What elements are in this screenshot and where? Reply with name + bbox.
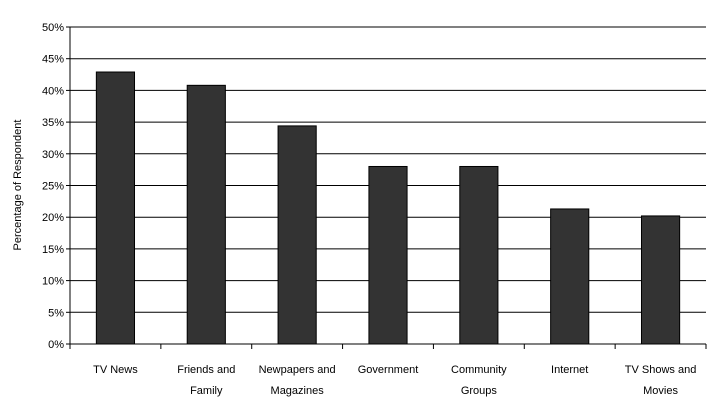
y-tick-label: 30% xyxy=(42,149,64,161)
bar xyxy=(186,84,226,345)
y-tick-label: 25% xyxy=(42,181,64,193)
bar xyxy=(368,165,408,345)
bar xyxy=(550,208,590,345)
y-tick-label: 40% xyxy=(42,85,64,97)
y-tick-label: 5% xyxy=(48,307,64,319)
y-tick-label: 20% xyxy=(42,212,64,224)
bar xyxy=(277,125,317,345)
x-tick-label: Movies xyxy=(643,385,678,397)
bar xyxy=(459,165,499,345)
axes xyxy=(66,26,707,349)
y-tick-label: 0% xyxy=(48,339,64,351)
bars xyxy=(95,71,681,345)
y-tick-label: 10% xyxy=(42,276,64,288)
y-tick-label: 45% xyxy=(42,54,64,66)
x-tick-label: Newpapers and xyxy=(259,364,336,376)
x-tick-label: Internet xyxy=(551,364,588,376)
x-tick-label: Government xyxy=(358,364,419,376)
x-tick-label: Magazines xyxy=(271,385,325,397)
y-tick-label: 35% xyxy=(42,117,64,129)
x-tick-label: Groups xyxy=(461,385,498,397)
y-tick-label: 50% xyxy=(42,22,64,34)
bar xyxy=(640,215,681,345)
y-axis-title: Percentage of Respondent xyxy=(12,120,24,251)
x-tick-label: TV Shows and xyxy=(625,364,697,376)
bar xyxy=(95,71,136,345)
x-tick-labels: TV News Friends and Family Newpapers and Mag… xyxy=(93,364,696,397)
x-tick-label: TV News xyxy=(93,364,138,376)
x-tick-label: Family xyxy=(190,385,223,397)
x-tick-label: Friends and xyxy=(177,364,235,376)
x-tick-label: Community xyxy=(451,364,507,376)
y-tick-labels: 0% 5% 10% 15% 20% 25% 30% 35% 40% 45% 50% xyxy=(42,22,64,351)
y-tick-label: 15% xyxy=(42,244,64,256)
